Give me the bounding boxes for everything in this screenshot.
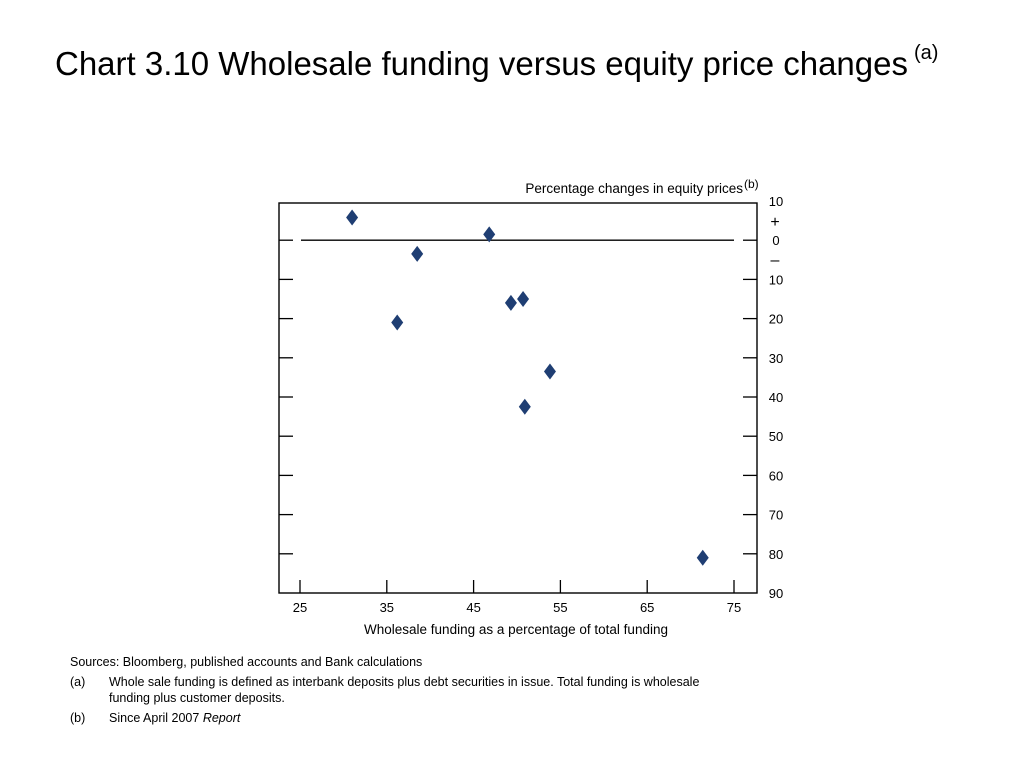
footnote-b-italic: Report: [202, 711, 241, 725]
y-axis-title: Percentage changes in equity prices: [525, 181, 743, 196]
title-text: Chart 3.10 Wholesale funding versus equi…: [55, 45, 908, 82]
x-tick-label: 25: [293, 600, 307, 615]
plus-sign: +: [770, 214, 779, 231]
x-tick-label: 35: [380, 600, 394, 615]
y-tick-label: 50: [769, 429, 783, 444]
y-tick-label: 90: [769, 586, 783, 601]
data-point-diamond: [517, 291, 530, 307]
y-axis-title-note: (b): [744, 177, 759, 191]
data-point-diamond: [543, 363, 556, 380]
y-tick-label: 10: [769, 194, 783, 209]
footnote-a-mark: (a): [70, 675, 86, 689]
y-tick-label: 10: [769, 272, 783, 287]
x-tick-label: 45: [466, 600, 480, 615]
x-tick-label: 75: [727, 600, 741, 615]
data-point-diamond: [483, 226, 496, 243]
title-footnote-mark: (a): [914, 42, 939, 64]
footnote-b: (b) Since April 2007 Report: [70, 710, 710, 726]
chart-notes: Sources: Bloomberg, published accounts a…: [70, 654, 710, 726]
y-tick-label: 70: [769, 508, 783, 523]
y-tick-label: 60: [769, 468, 783, 483]
footnote-a: (a) Whole sale funding is defined as int…: [70, 674, 710, 706]
x-tick-label: 55: [553, 600, 567, 615]
minus-sign: –: [771, 252, 780, 269]
data-point-diamond: [411, 245, 424, 262]
x-axis-title: Wholesale funding as a percentage of tot…: [364, 622, 668, 637]
y-tick-label: 0: [772, 233, 779, 248]
data-point-diamond: [391, 314, 404, 331]
data-point-diamond: [346, 209, 359, 226]
y-axis-title-text: Percentage changes in equity prices: [525, 181, 743, 196]
data-point-diamond: [696, 549, 709, 566]
y-tick-label: 30: [769, 351, 783, 366]
data-point-diamond: [504, 294, 517, 311]
footnote-b-text: Since April 2007 Report: [109, 710, 710, 726]
y-tick-label: 40: [769, 390, 783, 405]
footnote-b-mark: (b): [70, 711, 86, 725]
chart-title: Chart 3.10 Wholesale funding versus equi…: [55, 42, 938, 83]
y-tick-label: 20: [769, 312, 783, 327]
footnote-b-plain: Since April 2007: [109, 711, 200, 725]
x-tick-label: 65: [640, 600, 654, 615]
plot-frame: [278, 202, 758, 594]
sources-note: Sources: Bloomberg, published accounts a…: [70, 655, 423, 669]
footnote-a-text: Whole sale funding is defined as interba…: [109, 675, 700, 705]
data-point-diamond: [518, 398, 531, 415]
y-tick-label: 80: [769, 547, 783, 562]
